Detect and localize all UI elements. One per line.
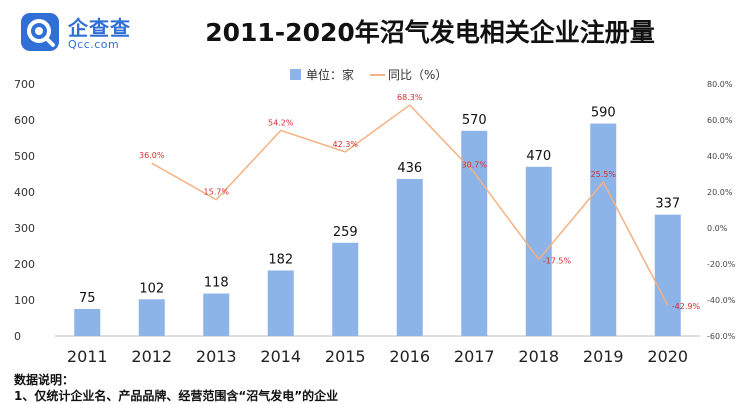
y-right-tick-label: 0.0% <box>707 224 728 233</box>
bar <box>332 242 359 336</box>
y-left-tick-label: 300 <box>14 222 35 235</box>
yoy-line <box>151 104 669 306</box>
x-tick-label: 2019 <box>583 347 624 366</box>
y-left-tick-label: 400 <box>14 186 35 199</box>
x-tick-label: 2014 <box>260 347 301 366</box>
chart: 单位：家 同比（%） 0 100 200 300 400 500 600 700 -60.0% -… <box>14 67 736 366</box>
bar <box>267 270 294 336</box>
line-data-label: 54.2% <box>268 118 294 127</box>
bar-data-label: 590 <box>591 106 616 121</box>
y-right-tick-label: 20.0% <box>707 188 733 197</box>
legend-bar-swatch <box>290 69 301 80</box>
x-tick-label: 2012 <box>131 347 172 366</box>
bar <box>203 293 230 336</box>
y-right-tick-label: -40.0% <box>707 296 736 305</box>
legend-line-label: 同比（%） <box>388 68 447 82</box>
line-data-label: 36.0% <box>139 151 165 160</box>
x-tick-label: 2018 <box>518 347 559 366</box>
y-left-tick-label: 700 <box>14 78 35 91</box>
bar-data-label: 470 <box>526 149 551 164</box>
x-tick-label: 2015 <box>325 347 366 366</box>
bar-data-label: 259 <box>333 225 358 240</box>
brand-name: 企查查 <box>68 16 131 40</box>
bar-data-label: 182 <box>268 252 293 267</box>
line-data-label: 68.3% <box>397 93 423 102</box>
x-tick-label: 2017 <box>454 347 495 366</box>
x-tick-label: 2020 <box>647 347 688 366</box>
bar <box>654 214 681 336</box>
line-data-label: -17.5% <box>543 257 572 266</box>
line-data-label: -42.9% <box>672 302 701 311</box>
y-left-tick-label: 600 <box>14 114 35 127</box>
bar <box>74 309 101 336</box>
y-left-tick-label: 200 <box>14 258 35 271</box>
y-right-tick-label: -60.0% <box>707 332 736 341</box>
y-left-tick-label: 100 <box>14 294 35 307</box>
legend-bar-label: 单位：家 <box>306 67 354 82</box>
line-data-label: 15.7% <box>204 188 230 197</box>
x-tick-label: 2011 <box>67 347 108 366</box>
x-tick-label: 2016 <box>389 347 430 366</box>
brand-logo: 企查查 Qcc.com <box>20 10 190 56</box>
y-right-tick-label: 80.0% <box>707 80 733 89</box>
bar-data-label: 570 <box>462 113 487 128</box>
line-data-label: 30.7% <box>462 161 488 170</box>
bar-data-label: 102 <box>139 281 164 296</box>
brand-domain: Qcc.com <box>68 38 120 51</box>
bar-data-label: 75 <box>79 291 96 306</box>
chart-title: 2011-2020年沼气发电相关企业注册量 <box>205 18 655 47</box>
bar <box>590 123 617 336</box>
y-left-tick-label: 500 <box>14 150 35 163</box>
bar-data-label: 337 <box>655 197 680 212</box>
bar <box>525 166 552 336</box>
qcc-logo-icon <box>21 13 59 51</box>
x-tick-label: 2013 <box>196 347 237 366</box>
y-right-tick-label: 40.0% <box>707 152 733 161</box>
y-left-tick-label: 0 <box>14 330 21 343</box>
chart-legend: 单位：家 同比（%） <box>290 67 447 82</box>
notes-heading: 数据说明： <box>14 373 75 387</box>
bar <box>138 299 165 336</box>
data-notes: 数据说明： 1、仅统计企业名、产品品牌、经营范围含“沼气发电”的企业 <box>14 372 338 404</box>
y-right-tick-label: 60.0% <box>707 116 733 125</box>
bar-data-label: 118 <box>204 276 229 291</box>
bar <box>396 179 423 336</box>
line-data-label: 42.3% <box>333 140 359 149</box>
y-right-tick-label: -20.0% <box>707 260 736 269</box>
notes-line-1: 1、仅统计企业名、产品品牌、经营范围含“沼气发电”的企业 <box>14 389 339 403</box>
bar <box>461 130 488 336</box>
line-data-label: 25.5% <box>591 170 617 179</box>
bar-data-label: 436 <box>397 161 422 176</box>
